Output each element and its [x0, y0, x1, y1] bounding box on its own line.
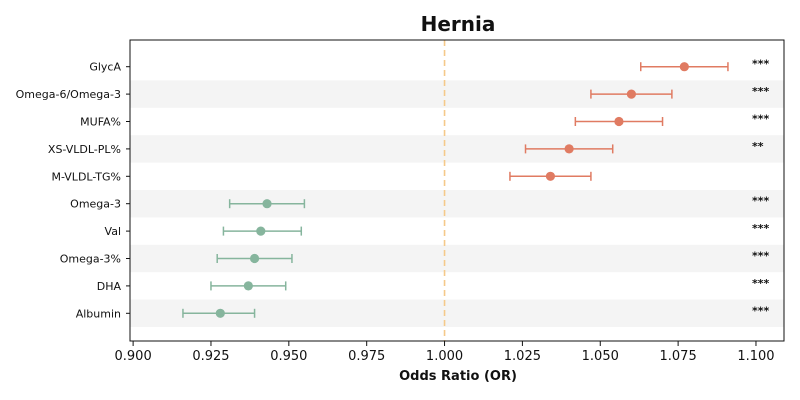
or-point	[626, 89, 637, 99]
or-point	[564, 144, 574, 154]
or-point	[215, 308, 225, 318]
x-tick-label: 1.050	[582, 349, 619, 364]
category-label: MUFA%	[80, 116, 121, 129]
category-label: M-VLDL-TG%	[51, 170, 121, 183]
significance-label: ***	[752, 250, 770, 263]
x-axis: 0.900 0.925 0.950 0.975 1.000 1.025 1.050 1.075…	[115, 341, 775, 364]
or-point	[679, 62, 689, 72]
x-tick-label: 0.900	[115, 349, 152, 364]
category-labels: GlycA Omega-6/Omega-3 MUFA% XS-VLDL-PL% M-VL…	[16, 61, 130, 320]
significance-label: ***	[752, 195, 770, 208]
or-point	[249, 253, 260, 264]
x-tick-label: 0.975	[348, 349, 385, 364]
category-label: Omega-3	[70, 198, 121, 211]
significance-labels: **************************	[752, 58, 770, 318]
x-tick-label: 0.950	[270, 349, 307, 364]
or-point	[614, 116, 624, 127]
significance-label: **	[752, 140, 764, 153]
row-bands	[130, 80, 784, 327]
x-axis-label: Odds Ratio (OR)	[399, 369, 517, 384]
significance-label: ***	[752, 304, 770, 317]
category-label: Omega-3%	[60, 253, 121, 266]
category-label: GlycA	[89, 61, 121, 74]
chart-title: Hernia	[421, 12, 496, 36]
row-band	[130, 80, 784, 108]
row-band	[130, 190, 784, 218]
category-label: Val	[105, 225, 121, 238]
significance-label: ***	[752, 222, 770, 235]
or-point	[262, 199, 272, 209]
category-label: XS-VLDL-PL%	[48, 143, 121, 156]
row-band	[130, 135, 784, 163]
x-tick-label: 1.100	[737, 349, 774, 364]
significance-label: ***	[752, 113, 770, 126]
category-label: Omega-6/Omega-3	[16, 88, 121, 101]
x-tick-label: 1.025	[504, 349, 541, 364]
category-label: Albumin	[76, 307, 121, 320]
data-marks	[182, 62, 729, 318]
x-tick-label: 0.925	[192, 349, 229, 364]
significance-label: ***	[752, 85, 770, 98]
or-point	[256, 226, 266, 236]
significance-label: ***	[752, 58, 770, 71]
x-tick-label: 1.075	[660, 349, 697, 364]
x-tick-label: 1.000	[426, 349, 463, 364]
category-label: DHA	[97, 280, 122, 293]
or-point	[545, 171, 556, 181]
or-point	[243, 281, 253, 291]
significance-label: ***	[752, 277, 770, 290]
plot-frame	[129, 39, 785, 342]
